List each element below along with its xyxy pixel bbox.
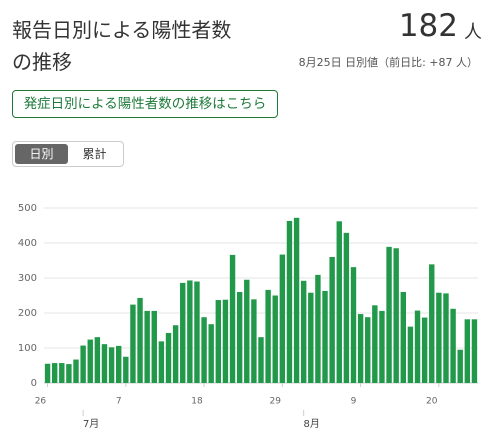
bar	[244, 279, 250, 383]
bar	[229, 254, 236, 383]
bar	[386, 246, 392, 383]
bar	[436, 292, 442, 383]
bar	[414, 310, 421, 383]
bar	[450, 308, 456, 383]
bar	[116, 345, 122, 383]
bar	[393, 248, 399, 383]
bar	[87, 339, 93, 383]
x-tick-label: 7	[116, 397, 122, 407]
bar	[73, 359, 79, 383]
bar	[350, 267, 357, 383]
bar	[272, 295, 278, 383]
big-value: 182	[398, 8, 458, 44]
bar	[336, 221, 342, 383]
bar	[215, 300, 222, 383]
bar	[187, 280, 193, 383]
big-unit: 人	[464, 22, 482, 43]
bar	[44, 363, 51, 383]
bar	[201, 317, 207, 383]
y-tick-label: 300	[18, 273, 37, 284]
bar	[279, 254, 286, 383]
x-tick-label: 9	[351, 397, 357, 407]
y-tick-label: 100	[18, 343, 37, 354]
bar	[165, 332, 172, 383]
bar	[379, 310, 385, 383]
bar	[222, 299, 229, 383]
y-tick-label: 400	[18, 238, 37, 249]
toggle-cumulative[interactable]: 累計	[82, 147, 107, 161]
bar	[293, 217, 300, 383]
bar	[101, 344, 108, 383]
bar	[180, 282, 186, 383]
bar	[286, 220, 293, 383]
bar	[144, 310, 150, 383]
bar	[151, 310, 157, 383]
note: 8月25日 日別値（前日比: +87 人）	[298, 56, 478, 69]
bar	[322, 290, 328, 383]
toggle-daily[interactable]: 日別	[15, 144, 68, 164]
bar	[80, 345, 86, 383]
bar	[372, 305, 378, 383]
title: 報告日別による陽性者数	[12, 18, 232, 42]
link-button[interactable]: 発症日別による陽性者数の推移はこちら	[12, 90, 278, 118]
bar	[308, 292, 314, 383]
x-tick-label: 20	[426, 397, 438, 407]
bar	[108, 347, 115, 383]
y-tick-label: 500	[18, 203, 37, 214]
bar	[265, 289, 271, 383]
bar	[300, 280, 307, 383]
title: の推移	[12, 50, 72, 74]
bar	[194, 281, 200, 383]
bar	[365, 317, 371, 383]
bar	[66, 364, 72, 383]
x-tick-label: 18	[191, 397, 203, 407]
y-tick-label: 0	[31, 378, 37, 389]
bar	[51, 363, 58, 383]
bar	[172, 325, 179, 383]
toggle: 日別 累計	[12, 141, 124, 167]
bar	[251, 299, 257, 383]
month-label: 8月	[304, 418, 320, 430]
x-tick-label: 29	[270, 397, 282, 407]
bar	[357, 314, 364, 383]
bar	[343, 232, 350, 383]
bar	[236, 292, 243, 383]
bar	[471, 319, 478, 383]
bar	[315, 274, 321, 383]
bar	[457, 349, 463, 383]
bar	[421, 317, 428, 383]
bar	[464, 319, 471, 383]
bar	[258, 337, 264, 383]
bar	[94, 337, 101, 383]
bar	[429, 264, 435, 383]
bar	[59, 363, 65, 383]
bar	[123, 356, 129, 383]
bar	[158, 341, 165, 383]
x-tick-label: 26	[35, 397, 47, 407]
chart: 0 100 200 300 400 500 26 7 18 29 9 20 7月 8月	[18, 203, 478, 430]
bar	[443, 293, 449, 383]
bar	[130, 304, 136, 383]
bar	[208, 324, 214, 383]
bar	[407, 326, 414, 383]
bar	[137, 297, 143, 383]
y-tick-label: 200	[18, 308, 37, 319]
bar	[400, 292, 406, 383]
month-label: 7月	[83, 418, 99, 430]
bar	[329, 257, 335, 383]
